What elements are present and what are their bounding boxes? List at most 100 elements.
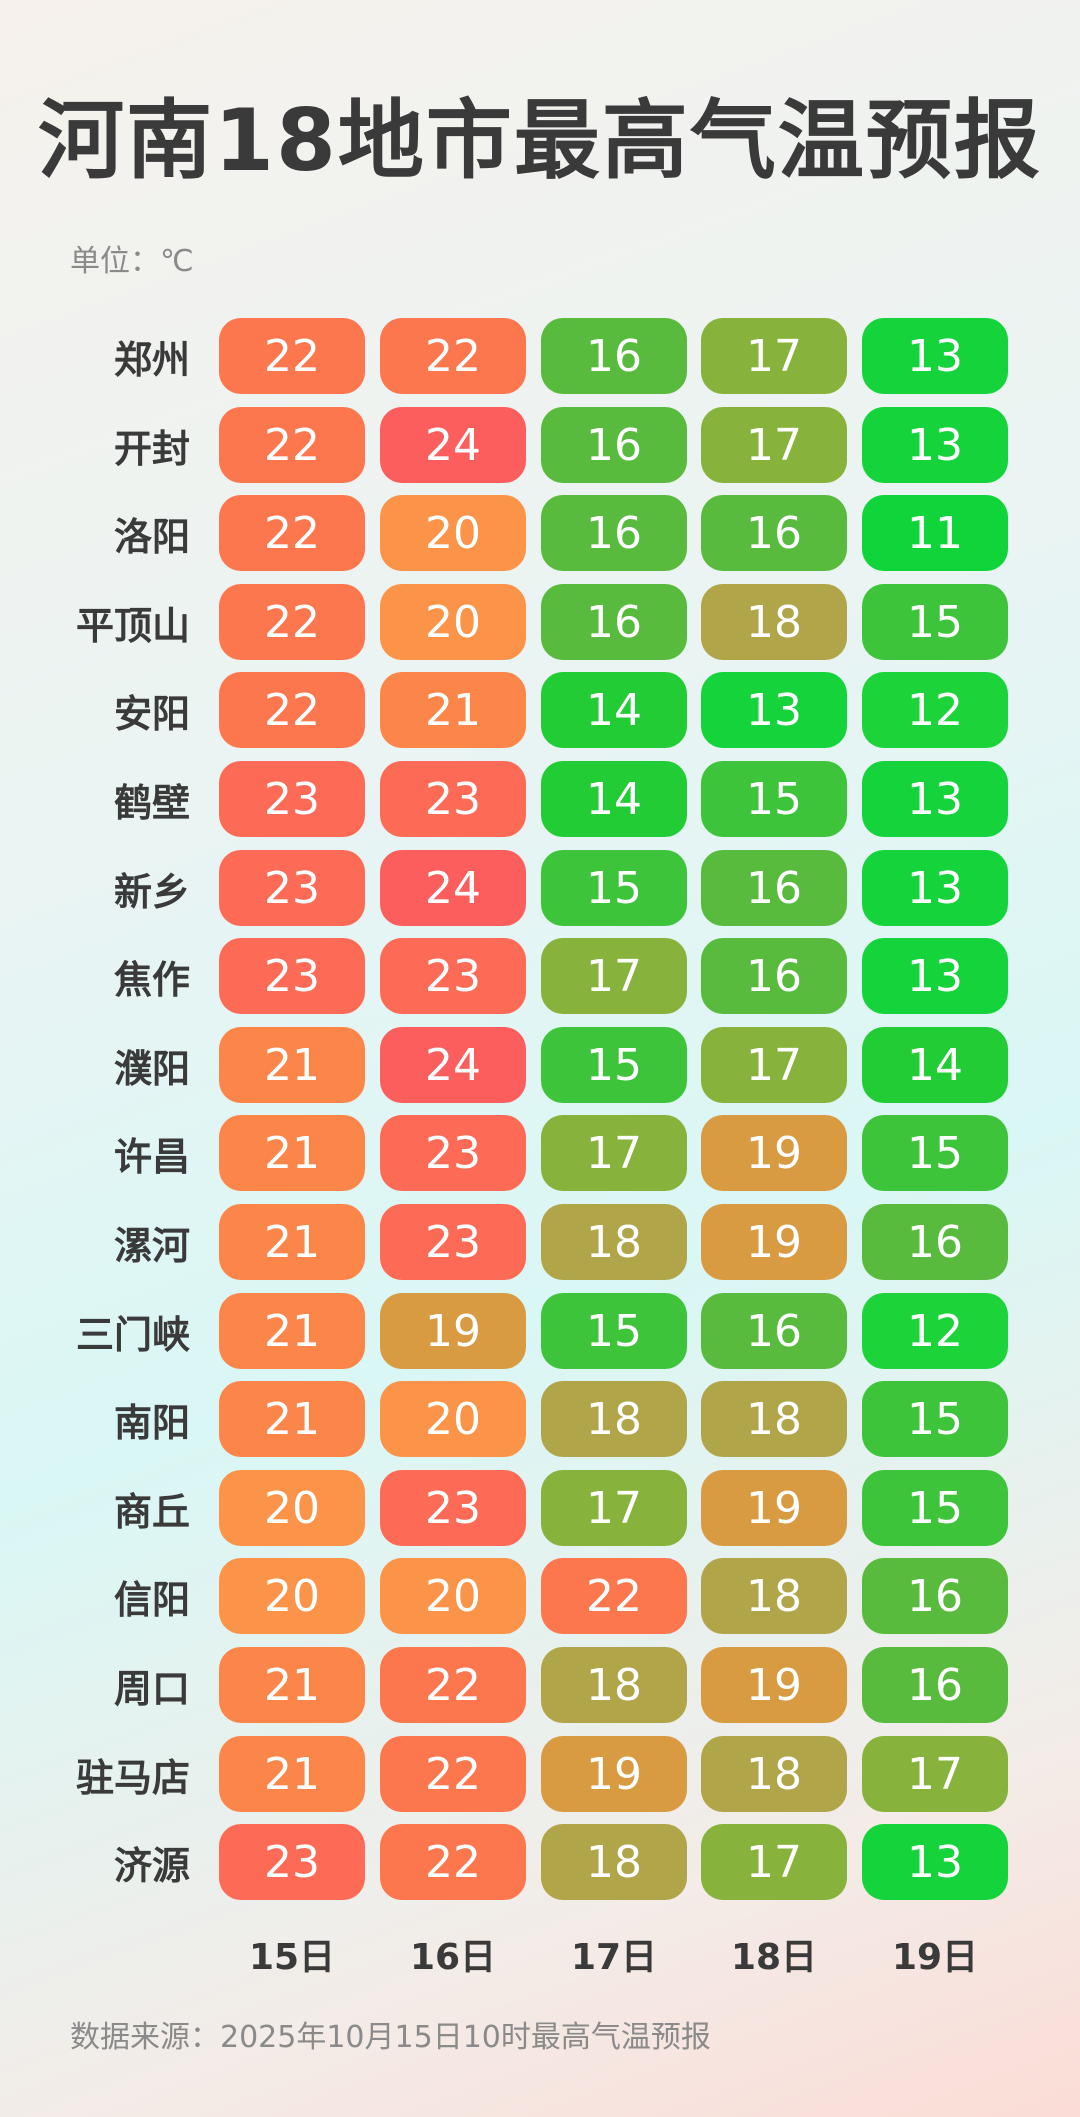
heatmap-cell: 23 (380, 1204, 526, 1280)
heatmap-cell: 15 (541, 850, 687, 926)
row-label: 驻马店 (75, 1755, 190, 1800)
heatmap-cell: 15 (862, 1381, 1008, 1457)
heatmap-cell: 13 (862, 407, 1008, 483)
heatmap-cell: 22 (219, 672, 365, 748)
heatmap-cell: 18 (541, 1647, 687, 1723)
heatmap-cell: 23 (219, 761, 365, 837)
heatmap-cell: 19 (541, 1736, 687, 1812)
row-label: 洛阳 (113, 514, 190, 559)
heatmap-cell: 23 (380, 938, 526, 1014)
heatmap-cell: 16 (701, 938, 847, 1014)
heatmap-cell: 23 (380, 761, 526, 837)
data-source: 数据来源：2025年10月15日10时最高气温预报 (70, 2020, 711, 2055)
heatmap-cell: 20 (219, 1558, 365, 1634)
heatmap-cell: 17 (541, 1470, 687, 1546)
heatmap-cell: 16 (541, 584, 687, 660)
heatmap-cell: 21 (380, 672, 526, 748)
unit-label: 单位：℃ (70, 244, 194, 279)
heatmap-cell: 24 (380, 850, 526, 926)
heatmap-cell: 16 (541, 407, 687, 483)
heatmap-cell: 16 (701, 495, 847, 571)
heatmap-cell: 15 (541, 1293, 687, 1369)
heatmap-cell: 11 (862, 495, 1008, 571)
heatmap-cell: 18 (541, 1204, 687, 1280)
column-label: 19日 (891, 1937, 979, 1978)
heatmap-cell: 22 (380, 318, 526, 394)
heatmap-cell: 12 (862, 1293, 1008, 1369)
heatmap-cell: 15 (701, 761, 847, 837)
row-label: 新乡 (113, 869, 190, 914)
heatmap-cell: 17 (541, 938, 687, 1014)
heatmap-cell: 12 (862, 672, 1008, 748)
heatmap-cell: 18 (541, 1381, 687, 1457)
heatmap-cell: 13 (862, 1824, 1008, 1900)
heatmap-cell: 23 (380, 1470, 526, 1546)
heatmap-cell: 21 (219, 1115, 365, 1191)
heatmap-cell: 17 (541, 1115, 687, 1191)
heatmap-cell: 16 (862, 1647, 1008, 1723)
column-label: 18日 (730, 1937, 818, 1978)
heatmap-cell: 24 (380, 1027, 526, 1103)
heatmap-cell: 18 (541, 1824, 687, 1900)
heatmap-cell: 15 (862, 584, 1008, 660)
heatmap-cell: 23 (219, 1824, 365, 1900)
heatmap-cell: 20 (380, 495, 526, 571)
heatmap-cell: 17 (701, 407, 847, 483)
heatmap-cell: 16 (862, 1204, 1008, 1280)
heatmap-cell: 18 (701, 1558, 847, 1634)
row-label: 平顶山 (75, 603, 190, 648)
heatmap-cell: 22 (219, 318, 365, 394)
heatmap-cell: 22 (219, 407, 365, 483)
heatmap-cell: 22 (380, 1824, 526, 1900)
heatmap-cell: 18 (701, 1736, 847, 1812)
heatmap-cell: 18 (701, 584, 847, 660)
heatmap-cell: 13 (862, 318, 1008, 394)
column-label: 15日 (248, 1937, 336, 1978)
row-label: 周口 (113, 1666, 190, 1711)
row-label: 漯河 (113, 1223, 190, 1268)
heatmap-cell: 14 (862, 1027, 1008, 1103)
heatmap-cell: 19 (380, 1293, 526, 1369)
heatmap-cell: 16 (701, 1293, 847, 1369)
row-label: 安阳 (113, 691, 190, 736)
heatmap-cell: 14 (541, 672, 687, 748)
heatmap-cell: 20 (380, 584, 526, 660)
heatmap-cell: 23 (380, 1115, 526, 1191)
heatmap-cell: 13 (701, 672, 847, 748)
heatmap-cell: 13 (862, 850, 1008, 926)
heatmap-cell: 18 (701, 1381, 847, 1457)
column-label: 16日 (409, 1937, 497, 1978)
row-label: 南阳 (113, 1400, 190, 1445)
heatmap-cell: 16 (862, 1558, 1008, 1634)
heatmap-cell: 20 (380, 1381, 526, 1457)
row-label: 濮阳 (113, 1046, 190, 1091)
row-label: 三门峡 (75, 1312, 190, 1357)
heatmap-cell: 17 (701, 318, 847, 394)
heatmap-cell: 15 (862, 1115, 1008, 1191)
heatmap-cell: 21 (219, 1204, 365, 1280)
heatmap-cell: 22 (380, 1736, 526, 1812)
heatmap-cell: 22 (380, 1647, 526, 1723)
heatmap-cell: 19 (701, 1647, 847, 1723)
column-label: 17日 (570, 1937, 658, 1978)
page-title: 河南18地市最高气温预报 (38, 91, 1042, 191)
heatmap-cell: 21 (219, 1027, 365, 1103)
heatmap-cell: 22 (541, 1558, 687, 1634)
heatmap-cell: 21 (219, 1647, 365, 1723)
heatmap-cell: 19 (701, 1204, 847, 1280)
heatmap-cell: 15 (862, 1470, 1008, 1546)
heatmap-cell: 23 (219, 938, 365, 1014)
row-label: 鹤壁 (113, 780, 190, 825)
row-label: 郑州 (113, 337, 190, 382)
heatmap-cell: 19 (701, 1115, 847, 1191)
heatmap-cell: 16 (701, 850, 847, 926)
heatmap-cell: 13 (862, 938, 1008, 1014)
row-label: 焦作 (113, 957, 190, 1002)
row-label: 信阳 (113, 1577, 190, 1622)
heatmap-cell: 19 (701, 1470, 847, 1546)
heatmap-cell: 16 (541, 318, 687, 394)
heatmap-cell: 20 (380, 1558, 526, 1634)
heatmap-cell: 17 (701, 1027, 847, 1103)
heatmap-cell: 21 (219, 1293, 365, 1369)
heatmap-cell: 22 (219, 584, 365, 660)
